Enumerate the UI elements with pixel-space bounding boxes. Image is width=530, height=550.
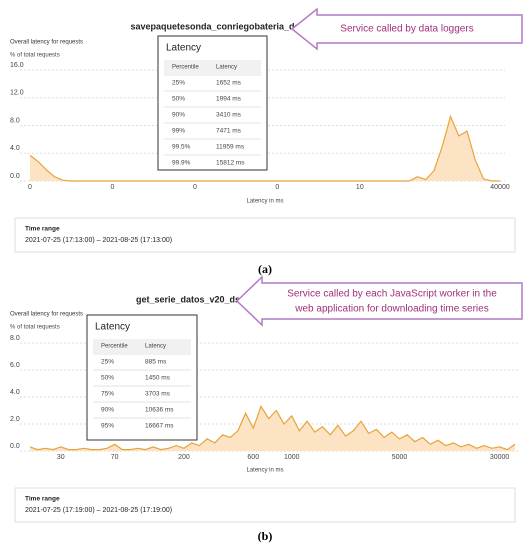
x-tick-label: 0	[275, 184, 279, 191]
table-header-bg	[164, 60, 261, 74]
x-axis-label: Latency in ms	[246, 468, 283, 474]
line	[29, 405, 516, 451]
caption: (a)	[258, 262, 272, 276]
table-cell: 99%	[172, 128, 185, 135]
table-cell: 25%	[172, 80, 185, 87]
table-header-bg	[93, 339, 191, 353]
x-tick-label: 30	[57, 454, 65, 461]
annotation: Service called by data loggers	[340, 24, 473, 35]
y-tick-label: 2.0	[10, 416, 20, 423]
y-tick-label: 0.0	[10, 443, 20, 450]
table-cell: 16667 ms	[145, 423, 174, 430]
table-cell: 3703 ms	[145, 391, 171, 398]
subtitle: Overall latency for requests	[10, 40, 83, 46]
x-tick-label: 1000	[284, 454, 300, 461]
table-cell: 50%	[172, 96, 185, 103]
y-tick-label: 12.0	[10, 90, 24, 97]
chart-title: savepaquetesonda_conriegobateria_ds	[130, 21, 299, 31]
table-cell: 75%	[101, 391, 114, 398]
y-tick-label: 4.0	[10, 145, 20, 152]
y-tick-label: 4.0	[10, 389, 20, 396]
chart-title: get_serie_datos_v20_ds	[136, 294, 240, 304]
table-header: Latency	[145, 344, 166, 350]
x-tick-label: 600	[247, 454, 259, 461]
table-cell: 90%	[101, 407, 114, 414]
annotation: web application for downloading time ser…	[294, 304, 488, 315]
time-range-label: Time range	[25, 496, 60, 503]
table-cell: 7471 ms	[216, 128, 242, 135]
table-cell: 885 ms	[145, 359, 167, 366]
x-tick-label: 0	[193, 184, 197, 191]
y-axis-label: % of total requests	[10, 325, 60, 331]
x-tick-label: 5000	[392, 454, 408, 461]
table-cell: 25%	[101, 359, 114, 366]
table-cell: 10636 ms	[145, 407, 174, 414]
x-axis-label: Latency in ms	[246, 199, 283, 205]
x-tick-label: 10	[356, 184, 364, 191]
latency-table	[157, 35, 268, 171]
y-tick-label: 8.0	[10, 117, 20, 124]
y-tick-label: 16.0	[10, 62, 24, 69]
x-tick-label: 30000	[490, 454, 510, 461]
x-tick-label: 0	[111, 184, 115, 191]
caption: (b)	[258, 529, 273, 543]
table-header: Latency	[216, 65, 237, 71]
table-header: Percentile	[101, 344, 128, 350]
table-cell: 1994 ms	[216, 96, 242, 103]
table-header: Percentile	[172, 65, 199, 71]
time-range-box	[14, 487, 516, 523]
table-cell: 11959 ms	[216, 144, 245, 151]
x-tick-label: 0	[28, 184, 32, 191]
area	[30, 406, 515, 451]
x-tick-label: 200	[178, 454, 190, 461]
y-tick-label: 6.0	[10, 362, 20, 369]
table-cell: 15812 ms	[216, 160, 245, 167]
table-cell: 95%	[101, 423, 114, 430]
table-cell: 50%	[101, 375, 114, 382]
table-cell: 1450 ms	[145, 375, 171, 382]
x-tick-label: 70	[111, 454, 119, 461]
time-range-box	[14, 217, 516, 253]
time-range-label: Time range	[25, 226, 60, 233]
table-title: Latency	[95, 322, 130, 333]
table-cell: 1652 ms	[216, 80, 242, 87]
y-tick-label: 0.0	[10, 173, 20, 180]
table-title: Latency	[166, 43, 201, 54]
table-cell: 90%	[172, 112, 185, 119]
time-range: 2021-07-25 (17:13:00) – 2021-08-25 (17:1…	[25, 237, 172, 244]
time-range: 2021-07-25 (17:19:00) – 2021-08-25 (17:1…	[25, 507, 172, 514]
y-axis-label: % of total requests	[10, 53, 60, 59]
x-tick-label: 40000	[490, 184, 510, 191]
line	[29, 114, 500, 182]
table-cell: 99.5%	[172, 144, 191, 151]
table-cell: 3410 ms	[216, 112, 242, 119]
callout-arrow	[235, 275, 523, 327]
table-cell: 99.9%	[172, 160, 191, 167]
callout-arrow	[290, 7, 523, 51]
annotation: Service called by each JavaScript worker…	[287, 289, 497, 300]
y-tick-label: 8.0	[10, 335, 20, 342]
subtitle: Overall latency for requests	[10, 312, 83, 318]
latency-table	[86, 314, 198, 441]
